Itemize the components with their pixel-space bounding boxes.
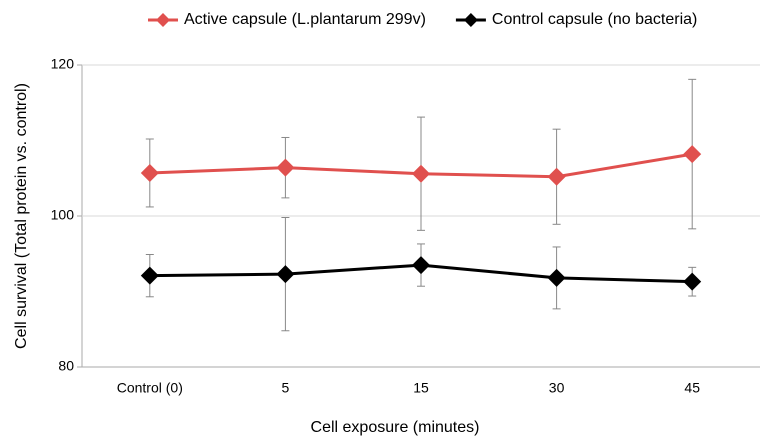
marker bbox=[140, 163, 159, 182]
x-axis-label: Cell exposure (minutes) bbox=[311, 419, 480, 436]
y-tick-label: 80 bbox=[58, 358, 74, 374]
x-tick-label: Control (0) bbox=[117, 380, 183, 396]
y-axis-label: Cell survival (Total protein vs. control… bbox=[13, 83, 30, 349]
legend-marker bbox=[156, 13, 170, 27]
marker bbox=[276, 158, 295, 177]
x-tick-label: 30 bbox=[549, 380, 565, 396]
legend-label: Active capsule (L.plantarum 299v) bbox=[184, 11, 426, 28]
marker bbox=[683, 145, 702, 164]
marker bbox=[140, 266, 159, 285]
marker bbox=[547, 167, 566, 186]
legend-label: Control capsule (no bacteria) bbox=[492, 11, 697, 28]
marker bbox=[276, 265, 295, 284]
x-tick-label: 15 bbox=[413, 380, 429, 396]
marker bbox=[412, 164, 430, 183]
marker bbox=[547, 268, 566, 287]
legend-marker bbox=[463, 13, 478, 27]
x-tick-label: 45 bbox=[684, 380, 700, 396]
x-tick-label: 5 bbox=[282, 380, 290, 396]
y-tick-label: 100 bbox=[51, 207, 75, 223]
marker bbox=[683, 272, 702, 291]
marker bbox=[412, 256, 430, 275]
y-tick-label: 120 bbox=[51, 56, 75, 72]
